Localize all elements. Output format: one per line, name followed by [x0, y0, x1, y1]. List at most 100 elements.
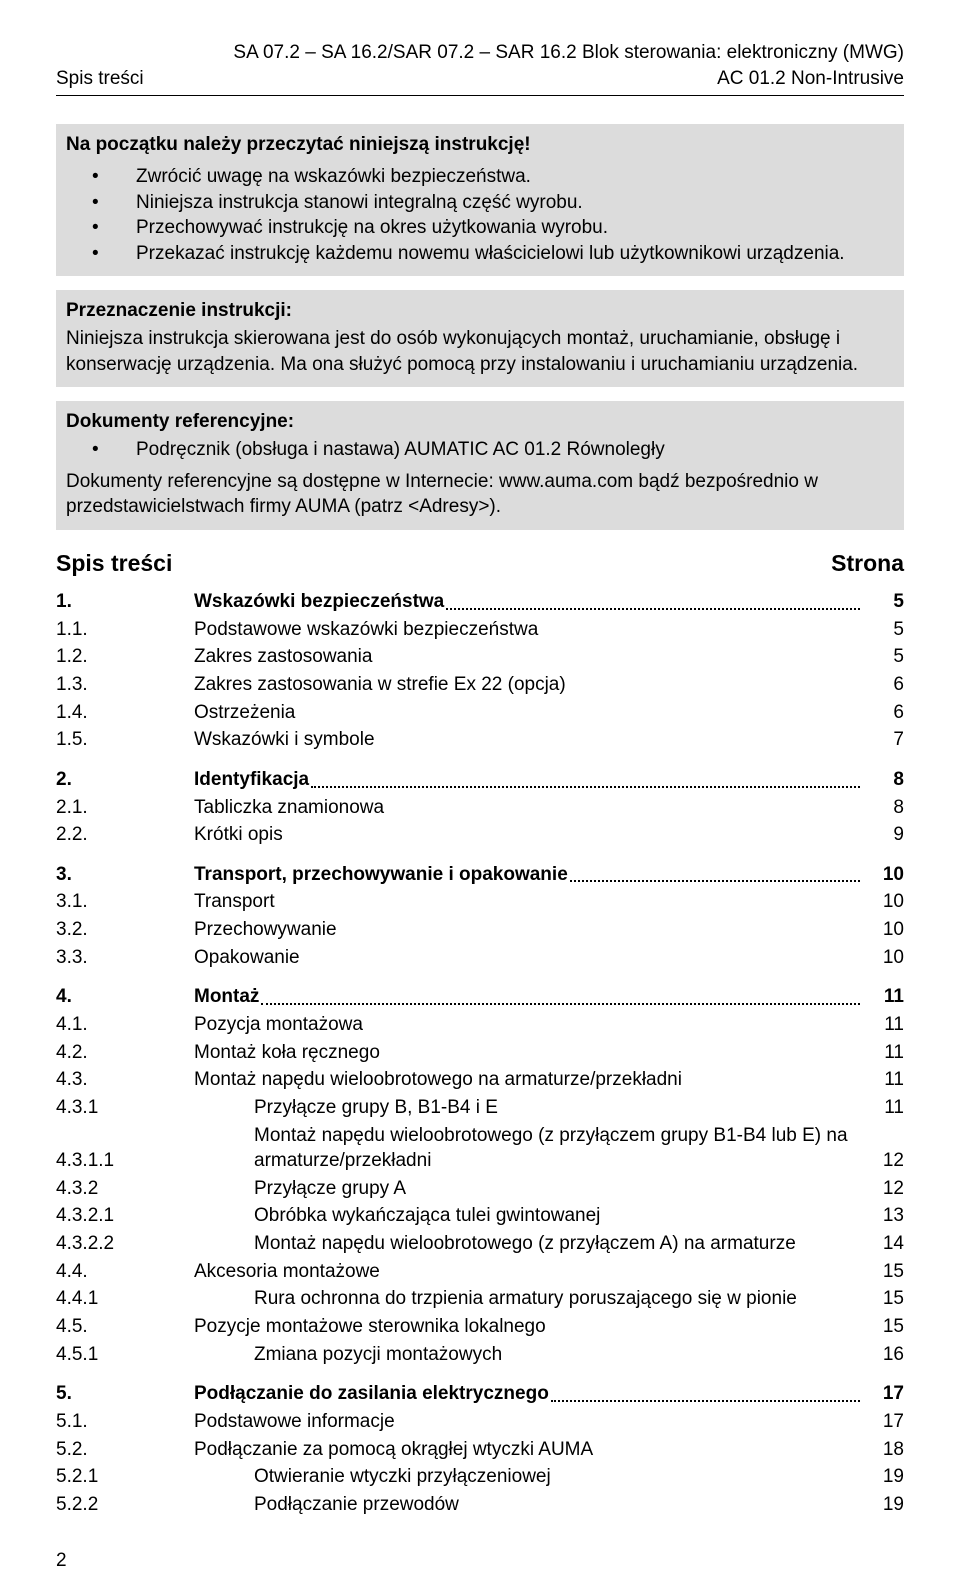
toc-row: 3.Transport, przechowywanie i opakowanie… [56, 862, 904, 888]
dot-leader [446, 608, 860, 610]
intro-box: Na początku należy przeczytać niniejszą … [56, 124, 904, 276]
toc-row: 1.1.Podstawowe wskazówki bezpieczeństwa5 [56, 617, 904, 643]
toc-row: 1.5.Wskazówki i symbole7 [56, 727, 904, 753]
intro-bullet: •Niniejsza instrukcja stanowi integralną… [66, 190, 894, 216]
refs-footer: Dokumenty referencyjne są dostępne w Int… [66, 469, 894, 520]
toc-page: 10 [864, 889, 904, 915]
refs-bullet-text: Podręcznik (obsługa i nastawa) AUMATIC A… [136, 437, 894, 463]
toc-page: 7 [864, 727, 904, 753]
header-line2: AC 01.2 Non-Intrusive [233, 66, 904, 92]
toc-page: 11 [864, 984, 904, 1010]
toc-row: 1.4.Ostrzeżenia6 [56, 700, 904, 726]
toc-page: 11 [864, 1040, 904, 1066]
toc-row: 4.3.1.1Montaż napędu wieloobrotowego (z … [56, 1123, 904, 1174]
toc-title: Pozycje montażowe sterownika lokalnego [194, 1314, 864, 1340]
toc-page: 9 [864, 822, 904, 848]
toc-page: 11 [864, 1012, 904, 1038]
toc-num: 2.2. [56, 822, 194, 848]
toc-page: 12 [864, 1176, 904, 1202]
toc-page: 15 [864, 1314, 904, 1340]
toc-row: 4.3.2Przyłącze grupy A12 [56, 1176, 904, 1202]
toc-num: 1.2. [56, 644, 194, 670]
toc-page: 5 [864, 644, 904, 670]
toc-title-label: Podłączanie do zasilania elektrycznego [194, 1381, 549, 1407]
toc-title: Podstawowe wskazówki bezpieczeństwa [194, 617, 864, 643]
toc-page: 17 [864, 1381, 904, 1407]
page-number: 2 [56, 1548, 904, 1574]
toc-group: 2.Identyfikacja82.1.Tabliczka znamionowa… [56, 767, 904, 848]
toc-title: Podłączanie do zasilania elektrycznego [194, 1381, 864, 1407]
toc-row: 4.3.1Przyłącze grupy B, B1-B4 i E11 [56, 1095, 904, 1121]
toc-title: Rura ochronna do trzpienia armatury poru… [194, 1286, 864, 1312]
toc-num: 4.3.2 [56, 1176, 194, 1202]
toc-row: 4.1.Pozycja montażowa11 [56, 1012, 904, 1038]
toc-num: 2. [56, 767, 194, 793]
toc-title: Pozycja montażowa [194, 1012, 864, 1038]
toc-page: 19 [864, 1464, 904, 1490]
toc-title: Ostrzeżenia [194, 700, 864, 726]
toc-row: 2.Identyfikacja8 [56, 767, 904, 793]
toc-num: 1.1. [56, 617, 194, 643]
toc-row: 5.Podłączanie do zasilania elektrycznego… [56, 1381, 904, 1407]
refs-bullets: •Podręcznik (obsługa i nastawa) AUMATIC … [66, 437, 894, 463]
dot-leader [311, 786, 860, 788]
purpose-heading: Przeznaczenie instrukcji: [66, 298, 894, 324]
toc-num: 3.1. [56, 889, 194, 915]
toc-num: 3.3. [56, 945, 194, 971]
toc-title-label: Wskazówki bezpieczeństwa [194, 589, 444, 615]
toc-title: Montaż napędu wieloobrotowego (z przyłąc… [194, 1231, 864, 1257]
toc-title: Identyfikacja [194, 767, 864, 793]
toc-page: 8 [864, 795, 904, 821]
intro-bullet-text: Zwrócić uwagę na wskazówki bezpieczeństw… [136, 164, 894, 190]
toc-num: 4.3. [56, 1067, 194, 1093]
intro-bullet: •Przekazać instrukcję każdemu nowemu wła… [66, 241, 894, 267]
toc-page: 10 [864, 862, 904, 888]
toc-num: 3. [56, 862, 194, 888]
toc-page: 11 [864, 1095, 904, 1121]
refs-bullet: •Podręcznik (obsługa i nastawa) AUMATIC … [66, 437, 894, 463]
toc-page: 10 [864, 917, 904, 943]
bullet-dot: • [66, 215, 136, 241]
toc-row: 4.2.Montaż koła ręcznego11 [56, 1040, 904, 1066]
toc-title: Przechowywanie [194, 917, 864, 943]
toc-title: Zakres zastosowania [194, 644, 864, 670]
toc-title: Wskazówki i symbole [194, 727, 864, 753]
toc-row: 5.2.Podłączanie za pomocą okrągłej wtycz… [56, 1437, 904, 1463]
bullet-dot: • [66, 241, 136, 267]
toc-num: 4.3.2.1 [56, 1203, 194, 1229]
toc-num: 5.1. [56, 1409, 194, 1435]
toc-row: 5.2.1Otwieranie wtyczki przyłączeniowej1… [56, 1464, 904, 1490]
toc-title: Montaż koła ręcznego [194, 1040, 864, 1066]
toc-row: 4.3.Montaż napędu wieloobrotowego na arm… [56, 1067, 904, 1093]
header-left: Spis treści [56, 66, 144, 92]
toc-title: Zakres zastosowania w strefie Ex 22 (opc… [194, 672, 864, 698]
toc-title: Krótki opis [194, 822, 864, 848]
toc-title-label: Montaż [194, 984, 259, 1010]
toc-num: 4.3.1 [56, 1095, 194, 1121]
toc-header-right: Strona [831, 548, 904, 579]
toc-num: 4.3.1.1 [56, 1148, 194, 1174]
toc-row: 4.4.Akcesoria montażowe15 [56, 1259, 904, 1285]
toc-num: 4.5. [56, 1314, 194, 1340]
toc-row: 4.Montaż11 [56, 984, 904, 1010]
toc-title: Tabliczka znamionowa [194, 795, 864, 821]
toc-title: Wskazówki bezpieczeństwa [194, 589, 864, 615]
toc-page: 15 [864, 1286, 904, 1312]
toc-page: 5 [864, 589, 904, 615]
toc-page: 5 [864, 617, 904, 643]
toc-num: 4.1. [56, 1012, 194, 1038]
toc: 1.Wskazówki bezpieczeństwa51.1.Podstawow… [56, 589, 904, 1518]
toc-row: 4.4.1Rura ochronna do trzpienia armatury… [56, 1286, 904, 1312]
toc-page: 11 [864, 1067, 904, 1093]
toc-title: Transport [194, 889, 864, 915]
intro-title: Na początku należy przeczytać niniejszą … [66, 132, 894, 158]
toc-page: 12 [864, 1148, 904, 1174]
toc-title: Akcesoria montażowe [194, 1259, 864, 1285]
toc-num: 3.2. [56, 917, 194, 943]
toc-num: 1. [56, 589, 194, 615]
toc-num: 4.5.1 [56, 1342, 194, 1368]
header-divider [56, 95, 904, 96]
toc-page: 18 [864, 1437, 904, 1463]
toc-page: 6 [864, 700, 904, 726]
dot-leader [551, 1400, 860, 1402]
